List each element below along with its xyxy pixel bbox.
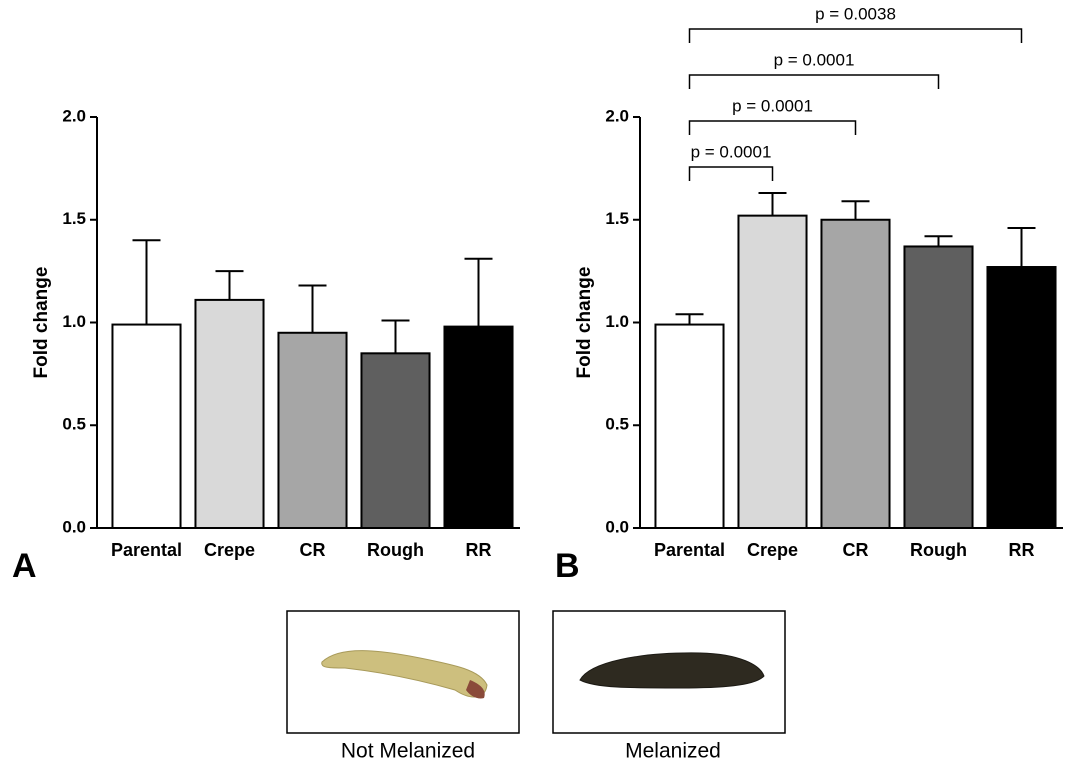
x-tick-label: Parental xyxy=(111,540,182,560)
significance-bracket xyxy=(690,121,856,135)
y-tick-label: 0.0 xyxy=(62,517,86,536)
x-tick-label: RR xyxy=(1009,540,1035,560)
y-tick-label: 1.5 xyxy=(62,209,86,228)
y-axis-label: Fold change xyxy=(31,267,52,379)
image-caption: Not Melanized xyxy=(341,740,475,763)
p-value: p = 0.0001 xyxy=(691,142,772,161)
y-axis-label: Fold change xyxy=(574,267,595,379)
panel-label: B xyxy=(555,547,580,585)
bar xyxy=(655,325,723,528)
significance-bracket xyxy=(690,29,1022,43)
x-tick-label: Crepe xyxy=(747,540,798,560)
image-caption: Melanized xyxy=(625,740,721,763)
significance-bracket xyxy=(690,167,773,181)
bar xyxy=(738,216,806,528)
bar xyxy=(904,246,972,528)
error-bar xyxy=(216,271,244,300)
bar xyxy=(278,333,346,528)
error-bar xyxy=(382,320,410,353)
significance-bracket xyxy=(690,75,939,89)
error-bar xyxy=(1008,228,1036,267)
x-tick-label: CR xyxy=(300,540,326,560)
p-value: p = 0.0038 xyxy=(815,4,896,23)
bar xyxy=(444,327,512,528)
x-tick-label: Rough xyxy=(910,540,967,560)
bar xyxy=(195,300,263,528)
error-bar xyxy=(842,201,870,219)
bar xyxy=(821,220,889,528)
x-tick-label: Parental xyxy=(654,540,725,560)
error-bar xyxy=(925,236,953,246)
x-tick-label: Crepe xyxy=(204,540,255,560)
x-tick-label: CR xyxy=(843,540,869,560)
x-tick-label: Rough xyxy=(367,540,424,560)
p-value: p = 0.0001 xyxy=(774,50,855,69)
y-tick-label: 1.5 xyxy=(605,209,629,228)
error-bar xyxy=(465,259,493,327)
y-tick-label: 2.0 xyxy=(605,106,629,125)
y-tick-label: 0.0 xyxy=(605,517,629,536)
bar xyxy=(987,267,1055,528)
y-tick-label: 1.0 xyxy=(605,312,629,331)
error-bar xyxy=(133,240,161,324)
panel-label: A xyxy=(12,547,37,585)
error-bar xyxy=(676,314,704,324)
y-tick-label: 0.5 xyxy=(605,415,629,434)
error-bar xyxy=(759,193,787,216)
error-bar xyxy=(299,286,327,333)
bar xyxy=(112,325,180,528)
y-tick-label: 2.0 xyxy=(62,106,86,125)
p-value: p = 0.0001 xyxy=(732,96,813,115)
y-tick-label: 0.5 xyxy=(62,415,86,434)
figure: Not Melanized Melanized 0.0 0.5 1.0 1.5 2.0 F… xyxy=(0,0,1072,767)
x-tick-label: RR xyxy=(466,540,492,560)
bar xyxy=(361,353,429,528)
y-tick-label: 1.0 xyxy=(62,312,86,331)
